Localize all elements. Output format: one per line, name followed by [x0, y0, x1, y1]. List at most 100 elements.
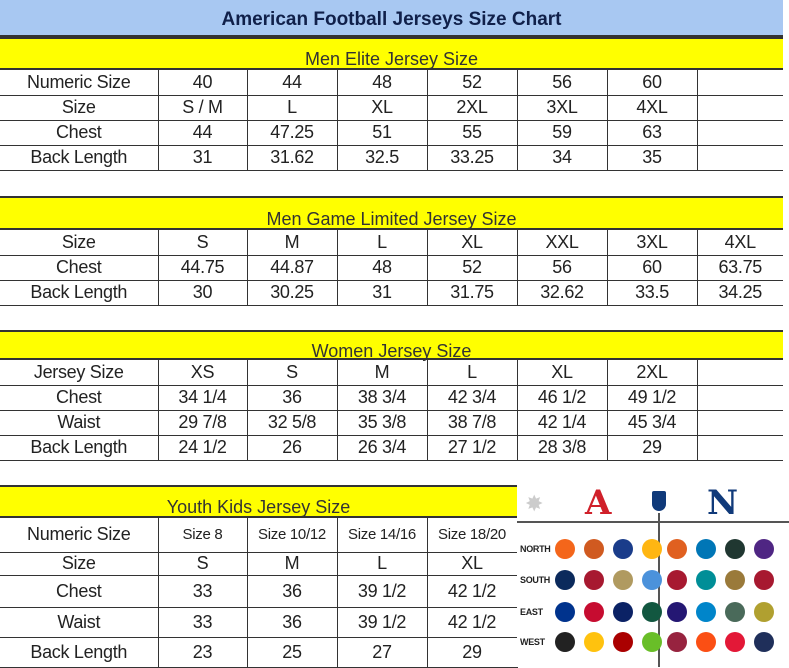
table-cell	[697, 410, 783, 436]
table-cell: 55	[427, 120, 518, 146]
nfl-shield-icon	[652, 491, 666, 511]
table-cell: 31	[337, 280, 428, 306]
section-header: Youth Kids Jersey Size	[0, 485, 517, 518]
titans-logo-icon	[642, 570, 662, 590]
patriots-logo-icon	[584, 602, 604, 622]
table-cell: L	[427, 360, 518, 386]
table-cell: 32.62	[517, 280, 608, 306]
table-row: Jersey Size XS S M L XL 2XL	[0, 360, 783, 386]
table-cell: 42 1/2	[427, 575, 518, 608]
buccaneers-logo-icon	[754, 570, 774, 590]
table-cell: 42 1/2	[427, 607, 518, 638]
table-cell: 48	[337, 70, 428, 96]
size-table-section: Women Jersey Size Jersey Size XS S M L XL 2XL Ch…	[0, 330, 783, 461]
table-cell	[697, 70, 783, 96]
table-cell	[697, 435, 783, 461]
table-cell: XL	[427, 230, 518, 256]
row-label: Numeric Size	[0, 518, 159, 553]
table-cell	[697, 360, 783, 386]
table-cell: 33.5	[607, 280, 698, 306]
table-cell: 33.25	[427, 145, 518, 171]
table-cell: 29	[427, 637, 518, 668]
section-header: Men Game Limited Jersey Size	[0, 196, 783, 230]
jaguars-logo-icon	[725, 570, 745, 590]
row-label: Back Length	[0, 145, 159, 171]
49ers-logo-icon	[613, 632, 633, 652]
row-label: Back Length	[0, 435, 159, 461]
row-label: Back Length	[0, 280, 159, 306]
division-label: NORTH	[520, 544, 551, 554]
size-table-section: Youth Kids Jersey Size Numeric Size Size 8…	[0, 485, 518, 668]
dolphins-logo-icon	[696, 570, 716, 590]
table-cell: 24 1/2	[158, 435, 248, 461]
sun-icon: ✸	[525, 491, 544, 516]
rams-logo-icon	[754, 632, 774, 652]
row-label: Size	[0, 552, 159, 576]
table-cell: 44	[247, 70, 338, 96]
table-cell: 30	[158, 280, 248, 306]
panthers-logo-icon	[696, 602, 716, 622]
table-cell: M	[247, 552, 338, 576]
table-row: Back Length 31 31.62 32.5 33.25 34 35	[0, 145, 783, 171]
table-cell: 39 1/2	[337, 575, 428, 608]
table-cell: 34.25	[697, 280, 783, 306]
table-cell: 29 7/8	[158, 410, 248, 436]
jets-logo-icon	[642, 602, 662, 622]
table-row: Back Length 24 1/2 26 26 3/4 27 1/2 28 3/8 29	[0, 435, 783, 461]
table-cell: L	[247, 95, 338, 121]
size-table: Numeric Size Size 8 Size 10/12 Size 14/16 Si…	[0, 518, 518, 668]
falcons-logo-icon	[667, 570, 687, 590]
row-label: Chest	[0, 575, 159, 608]
broncos-logo-icon	[696, 632, 716, 652]
table-cell: 26	[247, 435, 338, 461]
table-cell: Size 18/20	[427, 518, 518, 553]
table-cell: 36	[247, 385, 338, 411]
table-row: Back Length 30 30.25 31 31.75 32.62 33.5 34.25	[0, 280, 783, 306]
table-cell: XL	[517, 360, 608, 386]
table-cell: 25	[247, 637, 338, 668]
table-cell: 59	[517, 120, 608, 146]
eagles-logo-icon	[725, 602, 745, 622]
table-cell	[697, 385, 783, 411]
table-cell: 52	[427, 255, 518, 281]
header-divider	[517, 521, 789, 523]
chargers-logo-icon	[584, 632, 604, 652]
table-cell: S	[158, 230, 248, 256]
table-row: Size S M L XL XXL 3XL 4XL	[0, 230, 783, 256]
texans-logo-icon	[584, 570, 604, 590]
size-table: Jersey Size XS S M L XL 2XL Chest 34 1/4 36 38 3/4…	[0, 360, 783, 461]
table-cell: 60	[607, 255, 698, 281]
table-cell: 31	[158, 145, 248, 171]
table-cell: 26 3/4	[337, 435, 428, 461]
table-cell: 3XL	[607, 230, 698, 256]
table-row: Numeric Size Size 8 Size 10/12 Size 14/16 Si…	[0, 518, 518, 553]
row-label: Waist	[0, 607, 159, 638]
table-cell: 42 1/4	[517, 410, 608, 436]
cardinals-logo-icon	[667, 632, 687, 652]
table-row: Chest 44 47.25 51 55 59 63	[0, 120, 783, 146]
steelers-logo-icon	[642, 539, 662, 559]
row-label: Chest	[0, 120, 159, 146]
table-cell: 31.75	[427, 280, 518, 306]
table-cell: 3XL	[517, 95, 608, 121]
table-cell: 30.25	[247, 280, 338, 306]
browns-logo-icon	[584, 539, 604, 559]
table-cell: 44.87	[247, 255, 338, 281]
table-cell: 32.5	[337, 145, 428, 171]
section-header: Men Elite Jersey Size	[0, 37, 783, 70]
table-row: Size S M L XL	[0, 552, 518, 576]
table-cell: 32 5/8	[247, 410, 338, 436]
table-cell: 36	[247, 575, 338, 608]
table-row: Waist 33 36 39 1/2 42 1/2	[0, 607, 518, 638]
table-cell: M	[247, 230, 338, 256]
table-row: Numeric Size 40 44 48 52 56 60	[0, 70, 783, 96]
row-label: Chest	[0, 385, 159, 411]
chiefs-logo-icon	[725, 632, 745, 652]
table-cell	[697, 120, 783, 146]
table-cell: 56	[517, 255, 608, 281]
row-label: Size	[0, 230, 159, 256]
colts-logo-icon	[613, 539, 633, 559]
lions-logo-icon	[696, 539, 716, 559]
row-label: Back Length	[0, 637, 159, 668]
row-label: Chest	[0, 255, 159, 281]
